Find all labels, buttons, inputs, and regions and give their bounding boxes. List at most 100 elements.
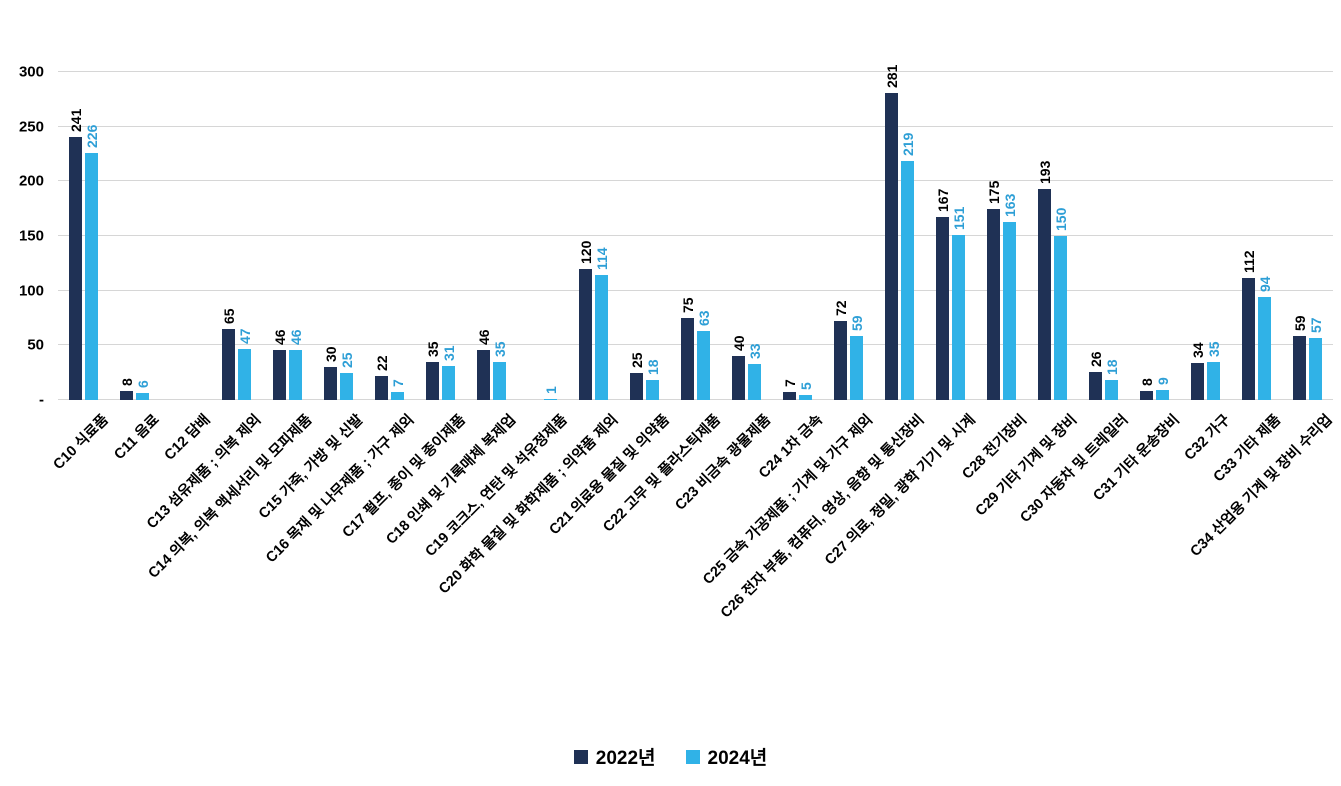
bar-2024년 [901, 160, 914, 400]
bar-slot: 9 [1154, 72, 1171, 400]
bar-slot: 35 [492, 72, 508, 400]
value-label: 26 [1087, 351, 1104, 367]
legend-item-2024: 2024년 [685, 743, 767, 770]
bar-group: 25 18 C21 의료용 물질 및 의약품 [546, 72, 672, 538]
bar-slot: 241 [67, 72, 84, 400]
bar-slot: 59 [1291, 72, 1308, 400]
bar-slot: 5 [798, 72, 814, 400]
bar-2024년 [289, 349, 302, 400]
value-label: 1 [542, 386, 559, 394]
bar-2024년 [238, 348, 251, 400]
value-label: 31 [440, 345, 457, 362]
bar-slot: 18 [645, 72, 661, 400]
bar-group: 46 35 C18 인쇄 및 기록매체 복제업 [384, 72, 520, 548]
bar-2024년 [544, 398, 557, 400]
bar-group: 72 59 C25 금속 가공제품 ; 기계 및 가구 제외 [701, 72, 877, 588]
bar-2024년 [1003, 221, 1016, 400]
bar-2024년 [85, 152, 98, 400]
bar-group: 75 63 C22 고무 및 플라스틱제품 [600, 72, 724, 535]
bar-group: 7 5 C24 1차 금속 [756, 72, 826, 482]
value-label: 35 [1205, 341, 1222, 357]
value-label: 120 [577, 240, 594, 264]
bar-slot: 59 [849, 72, 865, 400]
bar-slot: 120 [577, 72, 594, 400]
bar-group: 8 9 C31 기타 운송장비 [1090, 72, 1182, 504]
value-label: 8 [118, 378, 135, 387]
bar-slot: 7 [782, 72, 798, 400]
y-axis-label: 150 [18, 227, 44, 245]
bar-group: 167 151 C27 의료, 정밀, 광학 기기 및 시계 [822, 72, 979, 568]
bar-2024년 [748, 363, 761, 400]
bar-slot: 65 [220, 72, 237, 400]
bar-group: 120 114 C20 화학 물질 및 화학제품 ; 의약품 제외 [436, 72, 622, 597]
bar-2022년 [273, 349, 286, 400]
gridlines [58, 71, 1333, 400]
value-label: 175 [985, 180, 1002, 204]
value-label: 57 [1307, 317, 1324, 333]
gridline [58, 180, 1333, 182]
bar-slot: 25 [339, 72, 355, 400]
bar-2022년 [1089, 371, 1102, 400]
value-label: 8 [1138, 378, 1155, 387]
bar-2022년 [732, 356, 745, 400]
bar-2022년 [222, 328, 235, 400]
value-label: 25 [628, 352, 645, 368]
category-axis-label: C11 음료 [111, 411, 163, 464]
bar-2022년 [375, 375, 388, 400]
bar-group: 241 226 C10 식료품 [50, 72, 111, 473]
bar-slot: 47 [236, 72, 253, 400]
value-label: 46 [475, 329, 492, 345]
value-label: 46 [287, 329, 304, 345]
value-label: 114 [593, 247, 610, 271]
value-label: 65 [220, 308, 237, 324]
bar-slot: 46 [287, 72, 304, 400]
bar-2022년 [885, 92, 898, 400]
bar-slot: 22 [374, 72, 390, 400]
bar-slot: 26 [1087, 72, 1104, 400]
bar-slot: 30 [322, 72, 339, 400]
bar-2022년 [681, 318, 694, 400]
bar-2024년 [1309, 337, 1322, 400]
bar-slot: 35 [1205, 72, 1222, 400]
bar-slot: 8 [118, 72, 135, 400]
bar-group: 22 7 C16 목재 및 나무제품 ; 가구 제외 [263, 72, 417, 566]
bar-slot: 193 [1037, 72, 1053, 400]
plot-area: 241 226 C10 식료품 8 6 C11 음료 C12 담배 65 47 C13 섬유제품 … [50, 64, 1336, 621]
legend-swatch-2022 [573, 749, 588, 764]
legend: 2022년 2024년 [0, 743, 1341, 770]
bar-slot: 63 [696, 72, 712, 400]
bar-2024년 [850, 335, 863, 400]
gridline [58, 399, 1333, 400]
bar-2024년 [646, 380, 659, 400]
value-label: 18 [1103, 359, 1120, 376]
bar-slot: 114 [593, 72, 610, 400]
bar-group: 281 219 C26 전자 부품, 컴퓨터, 영상, 음향 및 통신장비 [718, 64, 928, 621]
bar-group: 193 150 C29 기타 기계 및 장비 [973, 72, 1081, 520]
bar-group: 112 94 C33 기타 제품 [1211, 72, 1285, 485]
value-label: 9 [1154, 377, 1171, 386]
gridline [58, 344, 1333, 346]
bar-2022년 [579, 268, 592, 400]
bar-2022년 [477, 349, 490, 400]
bar-2024년 [1258, 297, 1271, 400]
bar-2024년 [1054, 236, 1067, 400]
value-label: 34 [1189, 342, 1206, 358]
bar-group: 26 18 C30 자동차 및 트레일러 [1018, 72, 1132, 526]
bar-slot [171, 72, 184, 400]
value-label: 75 [679, 297, 696, 313]
legend-label-2022: 2022년 [595, 748, 656, 769]
bar-2024년 [1105, 380, 1118, 400]
y-axis-label: 50 [27, 336, 44, 354]
bar-group: 59 57 C34 산업용 기계 및 장비 수리업 [1188, 72, 1336, 560]
gridline [58, 289, 1333, 291]
bar-2022년 [1038, 189, 1051, 400]
bar-slot: 175 [985, 72, 1002, 400]
value-label: 59 [1291, 314, 1308, 331]
bar-slot: 281 [884, 64, 900, 400]
value-label: 30 [322, 346, 339, 363]
value-label: 241 [67, 108, 84, 132]
bar-2024년 [493, 361, 506, 400]
value-label: 163 [1001, 193, 1018, 217]
value-label: 47 [236, 328, 253, 344]
bar-2022년 [1293, 335, 1306, 400]
